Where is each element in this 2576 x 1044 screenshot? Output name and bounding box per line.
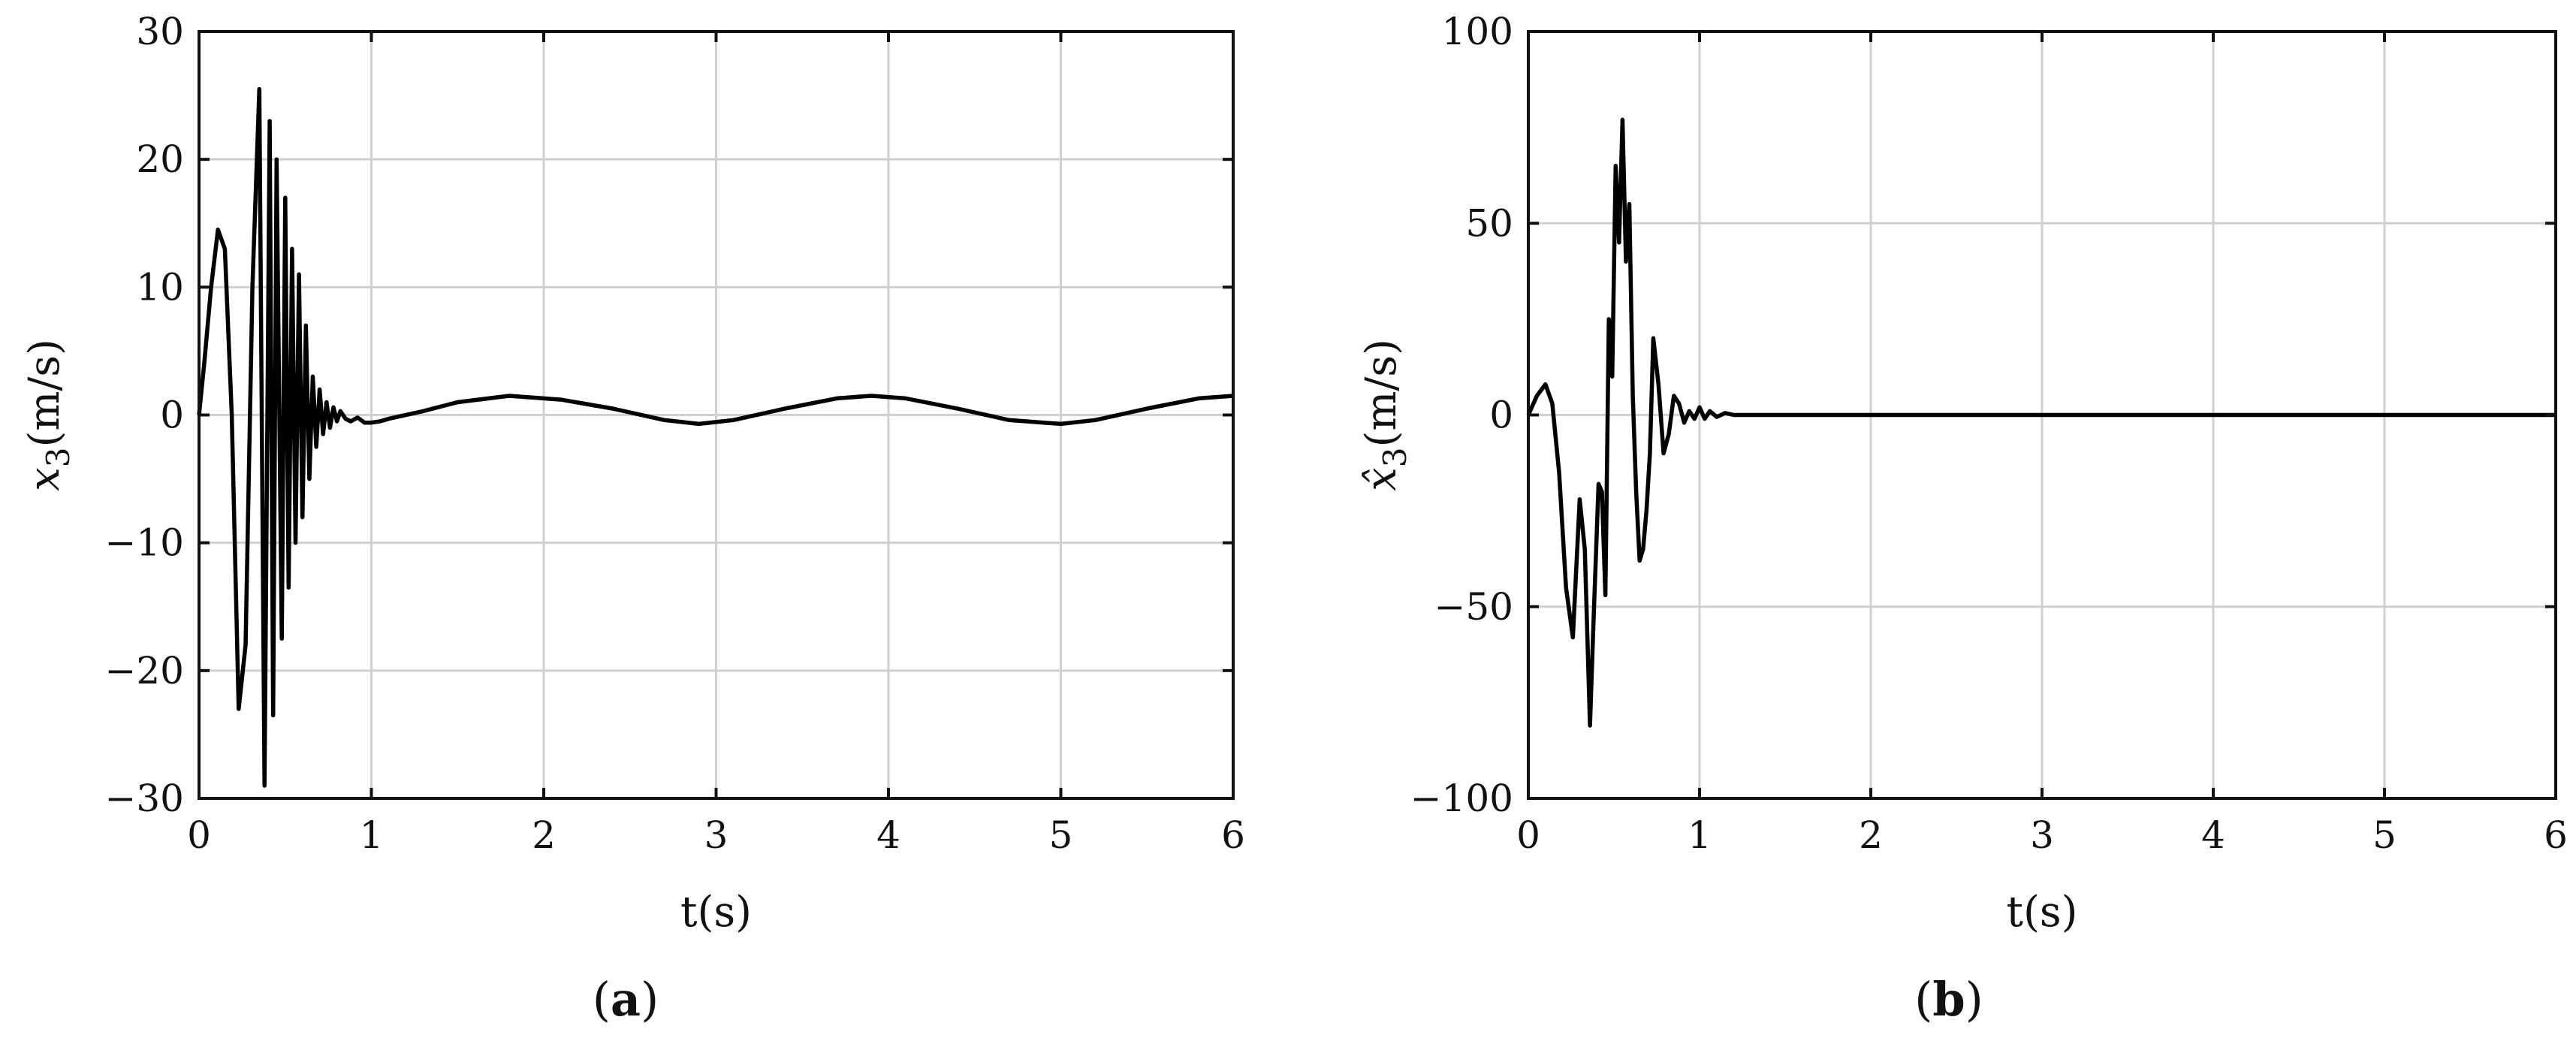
y-axis-label: x̂3(m/s): [1357, 339, 1413, 491]
y-tick-label: −50: [1434, 585, 1513, 629]
y-axis-label-subscript: 3: [40, 448, 77, 468]
panel-label-close: ): [641, 972, 659, 1027]
x-tick-label: 4: [2201, 813, 2225, 857]
x-tick-label: 3: [2030, 813, 2054, 857]
x-tick-label: 5: [2372, 813, 2397, 857]
series-line: [1526, 117, 2556, 728]
y-axis-label-variable: x: [20, 467, 69, 491]
x-tick-label: 6: [2544, 813, 2568, 857]
y-tick-label: 30: [136, 10, 184, 53]
y-tick-label: −30: [104, 777, 184, 820]
x-tick-label: 4: [876, 813, 900, 857]
series-line: [197, 86, 1234, 788]
panel-label-open: (: [1914, 972, 1932, 1027]
panel-label: (a): [593, 972, 659, 1027]
x-tick-label: 5: [1049, 813, 1073, 857]
y-tick-label: 10: [136, 265, 184, 309]
panel-label-open: (: [593, 972, 611, 1027]
panel-label-letter: b: [1932, 972, 1965, 1027]
y-tick-label: 0: [160, 394, 184, 437]
panel-label: (b): [1914, 972, 1983, 1027]
panel-label-close: ): [1965, 972, 1983, 1027]
y-axis-label-unit: (m/s): [1357, 339, 1406, 447]
y-axis-label: x3(m/s): [20, 339, 77, 491]
x-tick-label: 0: [187, 813, 211, 857]
y-axis-label-subscript: 3: [1377, 448, 1413, 468]
x-axis-label: t(s): [2007, 888, 2078, 937]
y-tick-label: −10: [104, 521, 184, 565]
y-tick-label: −20: [104, 649, 184, 692]
panel-label-letter: a: [611, 972, 641, 1027]
y-tick-label: 50: [1465, 201, 1513, 245]
x-tick-label: 1: [360, 813, 384, 857]
y-tick-label: 100: [1442, 10, 1513, 53]
y-tick-label: 20: [136, 137, 184, 181]
x-tick-label: 2: [532, 813, 556, 857]
x-tick-label: 3: [704, 813, 728, 857]
x-tick-label: 6: [1221, 813, 1245, 857]
x-tick-label: 1: [1688, 813, 1712, 857]
x-tick-label: 2: [1859, 813, 1883, 857]
x-axis-label: t(s): [680, 888, 752, 937]
y-tick-label: 0: [1489, 394, 1513, 437]
y-axis-label-unit: (m/s): [20, 339, 69, 447]
y-tick-label: −100: [1410, 777, 1513, 820]
y-axis-label-variable: x̂: [1357, 467, 1406, 491]
x-tick-label: 0: [1516, 813, 1540, 857]
